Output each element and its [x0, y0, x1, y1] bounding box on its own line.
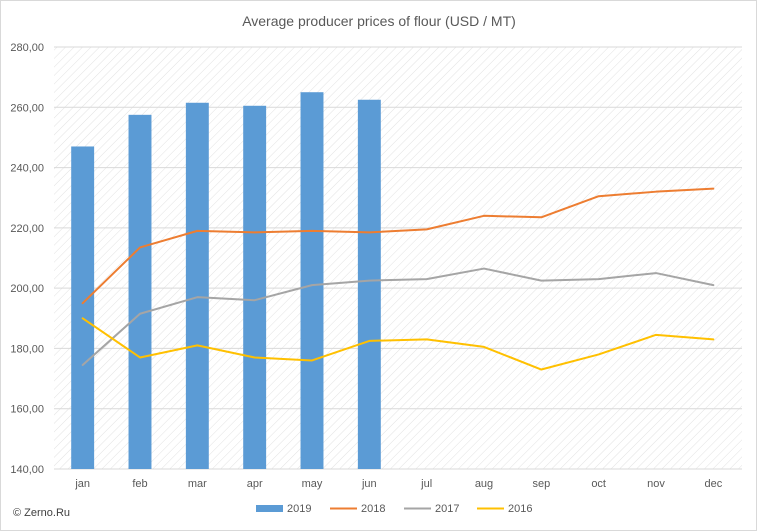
y-tick-label: 140,00 — [10, 464, 44, 476]
bar-2019-feb — [128, 114, 152, 470]
line-series-group — [81, 187, 715, 371]
x-tick-label-jul: jul — [420, 478, 432, 490]
x-tick-label-mar: mar — [188, 478, 207, 490]
x-tick-label-sep: sep — [532, 478, 550, 490]
line-series-2016 — [81, 317, 715, 371]
x-tick-label-dec: dec — [704, 478, 722, 490]
plot-area — [54, 47, 742, 469]
y-tick-label: 240,00 — [10, 163, 44, 175]
y-tick-label: 220,00 — [10, 223, 44, 235]
bar-2019-jun — [357, 99, 381, 469]
y-tick-label: 280,00 — [10, 42, 44, 54]
y-tick-label: 160,00 — [10, 404, 44, 416]
line-series-2017 — [81, 267, 715, 367]
x-tick-label-oct: oct — [591, 478, 606, 490]
bar-series-group — [71, 92, 381, 470]
x-tick-label-feb: feb — [132, 478, 147, 490]
legend-label-2016: 2016 — [508, 503, 532, 515]
y-tick-label: 200,00 — [10, 283, 44, 295]
x-tick-label-may: may — [302, 478, 323, 490]
chart-title: Average producer prices of flour (USD / … — [242, 13, 516, 29]
x-tick-label-jun: jun — [361, 478, 377, 490]
copyright-text: © Zerno.Ru — [13, 507, 70, 519]
x-tick-label-apr: apr — [247, 478, 263, 490]
x-axis-tick-labels: jan feb mar apr may jun jul aug sep oct nov dec — [74, 478, 722, 490]
y-axis-tick-labels: 140,00 160,00 180,00 200,00 220,00 240,00 260,… — [10, 42, 44, 476]
bar-2019-jan — [71, 146, 95, 469]
bar-2019-apr — [243, 105, 267, 470]
x-tick-label-aug: aug — [475, 478, 493, 490]
bar-2019-mar — [185, 102, 209, 469]
legend-label-2017: 2017 — [435, 503, 459, 515]
grid-lines — [54, 46, 742, 470]
y-tick-label: 260,00 — [10, 102, 44, 114]
legend: 2019 2018 2017 2016 — [256, 503, 532, 515]
legend-label-2018: 2018 — [361, 503, 385, 515]
legend-label-2019: 2019 — [287, 503, 311, 515]
bar-2019-may — [300, 92, 324, 469]
line-series-2018 — [81, 187, 715, 305]
x-tick-label-jan: jan — [74, 478, 90, 490]
legend-swatch-2019 — [256, 505, 283, 512]
y-tick-label: 180,00 — [10, 343, 44, 355]
x-tick-label-nov: nov — [647, 478, 665, 490]
